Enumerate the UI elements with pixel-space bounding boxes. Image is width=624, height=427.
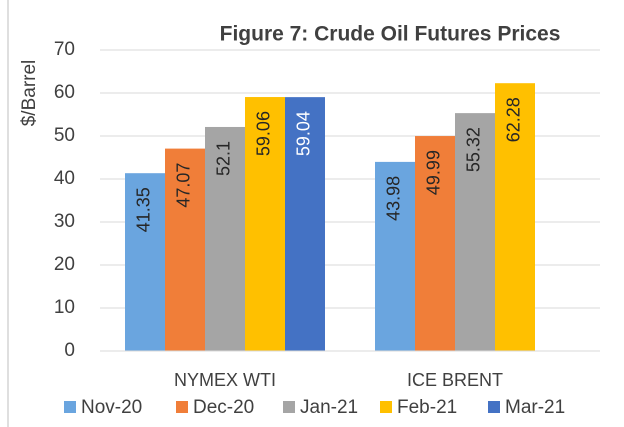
bar [285, 97, 325, 352]
y-tick-label: 50 [54, 125, 75, 146]
y-tick-label: 10 [54, 297, 75, 318]
data-label: 62.28 [504, 97, 524, 142]
y-tick-label: 20 [54, 254, 75, 275]
bar [125, 173, 165, 351]
y-tick-label: 40 [54, 168, 75, 189]
data-label: 41.35 [134, 187, 154, 232]
data-label: 43.98 [384, 176, 404, 221]
legend-label: Nov-20 [81, 397, 142, 418]
bar [245, 97, 285, 352]
legend-swatch [283, 401, 295, 413]
legend-label: Mar-21 [505, 397, 565, 418]
x-tick-label: NYMEX WTI [174, 370, 276, 390]
legend-swatch [380, 401, 392, 413]
bar [165, 148, 205, 351]
x-tick-label: ICE BRENT [407, 370, 503, 390]
bar [415, 136, 455, 351]
legend-label: Feb-21 [397, 397, 457, 418]
bar [205, 126, 245, 351]
data-label: 47.07 [174, 163, 194, 208]
y-axis-label: $/Barrel [19, 60, 40, 127]
data-label: 52.1 [214, 141, 234, 176]
bar [375, 161, 415, 351]
y-tick-label: 0 [64, 340, 75, 361]
chart-title: Figure 7: Crude Oil Futures Prices [220, 23, 561, 46]
bar [455, 113, 495, 352]
y-tick-label: 60 [54, 82, 75, 103]
data-label: 59.06 [254, 111, 274, 156]
legend-swatch [176, 401, 188, 413]
y-tick-label: 30 [54, 211, 75, 232]
data-label: 59.04 [294, 111, 314, 156]
legend-swatch [488, 401, 500, 413]
data-label: 49.99 [424, 150, 444, 195]
legend-label: Jan-21 [300, 397, 358, 418]
bar [495, 83, 535, 352]
y-tick-label: 70 [54, 39, 75, 60]
legend-swatch [64, 401, 76, 413]
legend-label: Dec-20 [193, 397, 254, 418]
data-label: 55.32 [464, 127, 484, 172]
